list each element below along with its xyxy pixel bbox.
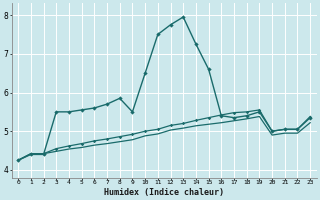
- X-axis label: Humidex (Indice chaleur): Humidex (Indice chaleur): [104, 188, 224, 197]
